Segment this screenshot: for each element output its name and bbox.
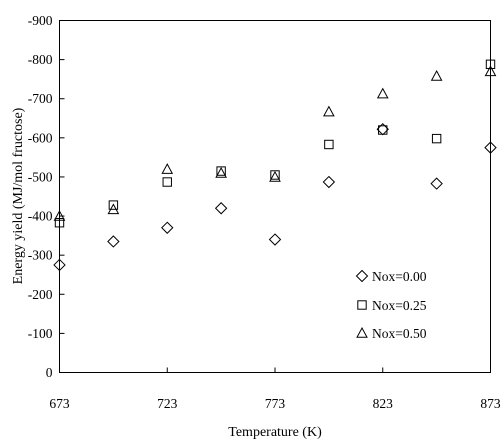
- data-point-triangle: [323, 105, 335, 117]
- data-point-diamond: [53, 258, 66, 272]
- y-tick-label: -900: [28, 13, 53, 28]
- legend-marker-square: [357, 300, 367, 310]
- data-point-triangle: [215, 166, 227, 178]
- x-tick-label: 673: [49, 396, 70, 411]
- data-point-diamond: [214, 202, 228, 215]
- data-point-square: [162, 177, 172, 187]
- data-point-diamond: [107, 235, 120, 248]
- y-tick-label: -100: [28, 326, 53, 341]
- data-points: [53, 59, 497, 272]
- y-axis-title: Energy yield (MJ/mol fructose): [11, 107, 26, 284]
- legend-label: Nox=0.00: [372, 269, 427, 284]
- legend-entry-nox-0-25: Nox=0.25: [357, 298, 427, 313]
- y-tick-label: -700: [28, 91, 53, 106]
- data-point-diamond: [268, 233, 282, 246]
- legend-marker-triangle-shape: [356, 326, 368, 338]
- x-tick-label: 873: [480, 396, 501, 411]
- data-point-triangle: [107, 203, 120, 215]
- data-point-triangle: [269, 170, 281, 182]
- legend: Nox=0.00 Nox=0.25 Nox=0.50: [355, 269, 427, 341]
- data-point-square: [485, 59, 496, 70]
- y-tick-label: -500: [28, 169, 53, 184]
- y-tick-label: -300: [28, 248, 53, 263]
- series-triangle: [53, 65, 497, 221]
- legend-label: Nox=0.50: [372, 326, 427, 341]
- legend-marker-diamond: [355, 269, 369, 283]
- legend-label: Nox=0.25: [372, 298, 427, 313]
- x-tick-label: 823: [373, 396, 394, 411]
- data-point-square: [270, 170, 280, 180]
- legend-entry-nox-0-00: Nox=0.00: [355, 269, 427, 284]
- x-tick-label: 723: [157, 396, 178, 411]
- y-tick-label: -800: [28, 52, 53, 67]
- y-tick-label: -600: [28, 130, 53, 145]
- x-axis: 673 723 773 823 873: [49, 367, 501, 411]
- data-point-square: [378, 125, 388, 135]
- data-point-diamond: [376, 123, 389, 136]
- y-tick-label: -400: [28, 209, 53, 224]
- data-point-triangle: [376, 87, 389, 99]
- x-axis-title: Temperature (K): [228, 425, 322, 440]
- legend-marker-diamond-shape: [355, 269, 369, 283]
- data-point-square: [216, 166, 226, 176]
- data-point-diamond: [430, 177, 443, 190]
- data-point-diamond: [484, 141, 497, 154]
- y-tick-label: 0: [46, 365, 53, 380]
- data-point-triangle: [161, 163, 174, 174]
- y-axis: 0 -100 -200 -300 -400 -500 -600 -700 -800 -900: [28, 13, 65, 380]
- data-point-triangle: [484, 65, 497, 77]
- data-point-square: [108, 200, 119, 210]
- data-point-diamond: [161, 221, 174, 234]
- data-point-triangle: [430, 69, 443, 81]
- plot-frame: [59, 20, 491, 373]
- data-point-diamond: [322, 175, 336, 189]
- data-point-square: [54, 218, 65, 228]
- data-point-square: [431, 133, 442, 144]
- legend-marker-triangle: [356, 326, 368, 338]
- legend-marker-square-shape: [357, 300, 367, 310]
- series-square: [54, 59, 496, 228]
- data-point-triangle: [53, 210, 66, 221]
- legend-entry-nox-0-50: Nox=0.50: [356, 326, 427, 341]
- series-diamond: [53, 123, 497, 272]
- y-tick-label: -200: [28, 287, 53, 302]
- x-tick-label: 773: [265, 396, 286, 411]
- data-point-square: [324, 139, 334, 150]
